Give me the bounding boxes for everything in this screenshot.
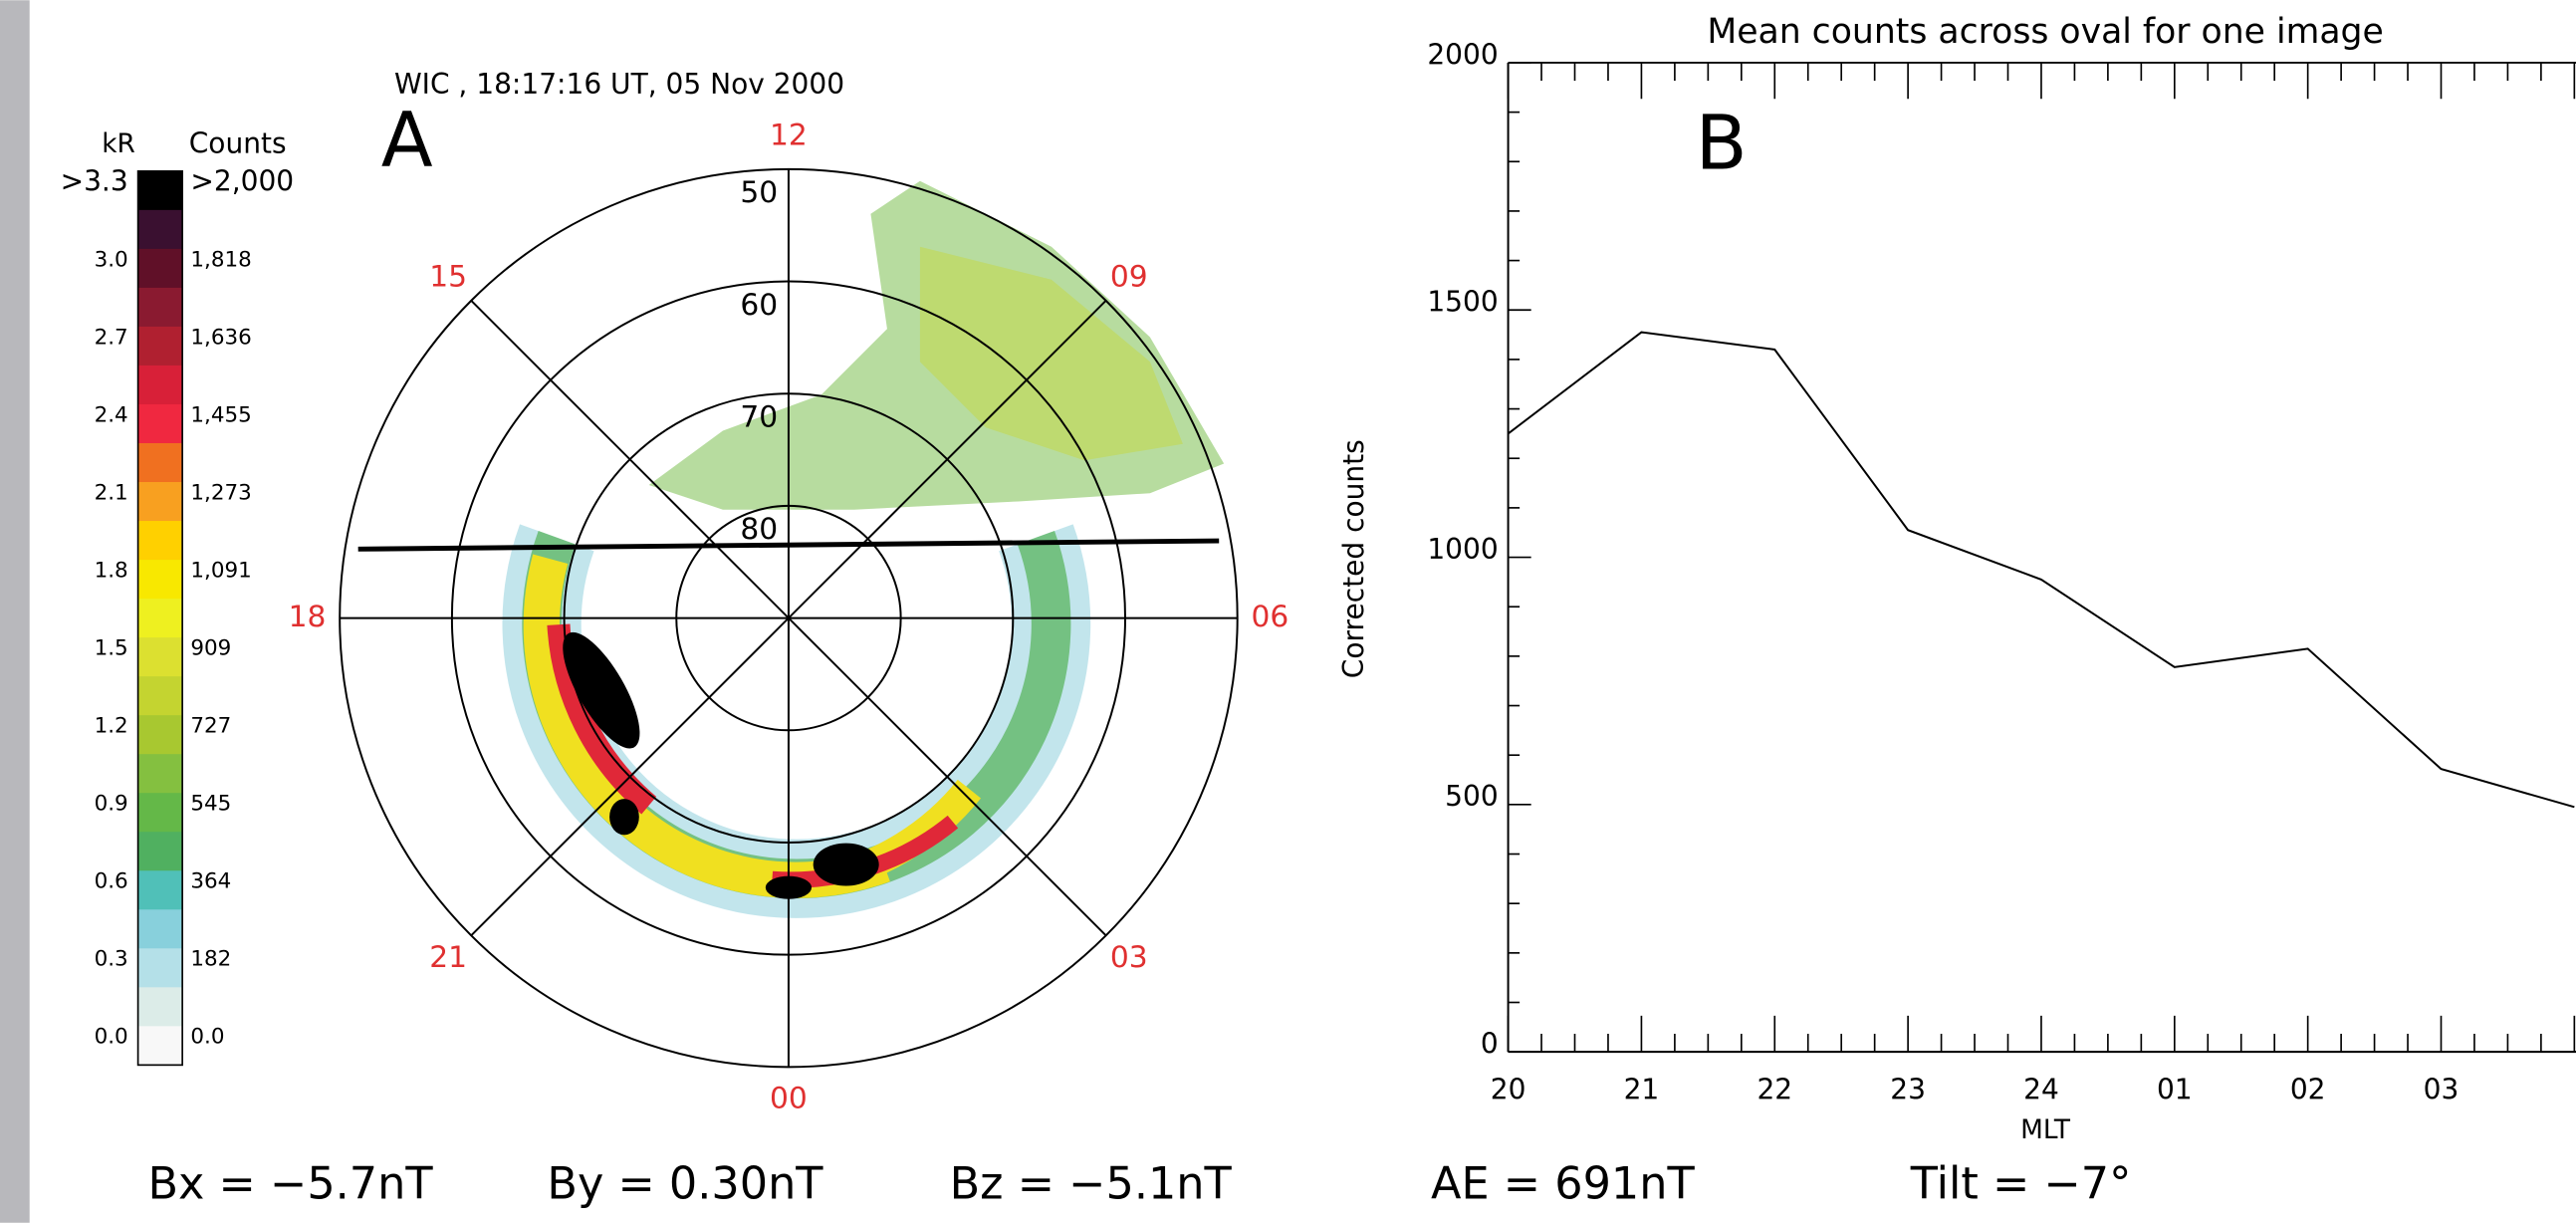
colorbar-cell xyxy=(137,170,183,211)
side-bar xyxy=(0,0,30,1223)
colorbar-label: 1,091 xyxy=(190,558,251,583)
panel-letter: A xyxy=(381,96,433,183)
latitude-label: 80 xyxy=(740,512,778,547)
colorbar-cell xyxy=(137,793,183,834)
latitude-label: 70 xyxy=(740,399,778,434)
y-tick-label: 1000 xyxy=(1427,533,1498,566)
polar-grid xyxy=(339,167,1239,1069)
y-tick-label: 500 xyxy=(1445,780,1499,813)
x-axis-label: MLT xyxy=(2020,1115,2071,1145)
colorbar-cell xyxy=(137,754,183,795)
data-line xyxy=(1507,331,2575,809)
colorbar-cell xyxy=(137,482,183,522)
colorbar-label: 545 xyxy=(190,791,231,816)
colorbar-cell xyxy=(137,287,183,328)
colorbar-label: 182 xyxy=(190,946,231,971)
colorbar-cell xyxy=(137,637,183,677)
colorbar-frame xyxy=(136,170,183,1067)
y-tick-label: 1500 xyxy=(1427,286,1498,319)
footer-text: Bz = −5.1nT xyxy=(950,1157,1233,1209)
colorbar-cell xyxy=(137,442,183,483)
colorbar-label: 1.5 xyxy=(95,635,128,660)
colorbar-cell xyxy=(137,209,183,250)
terminator-line xyxy=(357,538,1220,552)
mlt-line xyxy=(788,616,1107,936)
mlt-label: 06 xyxy=(1251,600,1288,634)
mlt-label: 09 xyxy=(1110,259,1148,294)
colorbar-cell xyxy=(137,676,183,716)
colorbar-label: 0.3 xyxy=(95,946,128,971)
x-tick-label: 03 xyxy=(2424,1074,2459,1106)
colorbar-label: 1,273 xyxy=(190,480,251,505)
y-tick-label: 0 xyxy=(1481,1028,1499,1061)
colorbar-label: 0.6 xyxy=(95,868,128,893)
colorbar-label: 1,818 xyxy=(190,247,251,272)
colorbar-label: 1,455 xyxy=(190,402,251,427)
latitude-label: 60 xyxy=(740,288,778,323)
latitude-label: 50 xyxy=(740,175,778,210)
colorbar-label: 0.0 xyxy=(95,1024,128,1049)
x-tick-label: 21 xyxy=(1624,1074,1660,1106)
x-tick-label: 23 xyxy=(1890,1074,1926,1106)
colorbar-cell xyxy=(137,715,183,756)
colorbar-cell xyxy=(137,326,183,367)
panel-a-title: WIC , 18:17:16 UT, 05 Nov 2000 xyxy=(394,68,844,101)
footer-text: Tilt = −7° xyxy=(1910,1157,2132,1209)
chart-title: Mean counts across oval for one image xyxy=(1707,12,2384,52)
x-tick-label: 02 xyxy=(2290,1074,2326,1106)
colorbar-label: >2,000 xyxy=(190,164,294,197)
x-tick-label: 20 xyxy=(1491,1074,1526,1106)
colorbar-label: 364 xyxy=(190,868,231,893)
x-tick-label: 24 xyxy=(2023,1074,2059,1106)
mlt-line xyxy=(470,300,790,619)
latitude-circle xyxy=(339,167,1239,1069)
mlt-line xyxy=(788,300,1107,619)
footer-text: By = 0.30nT xyxy=(547,1157,823,1209)
colorbar-header: kR xyxy=(102,129,135,159)
mlt-label: 18 xyxy=(289,600,327,634)
colorbar-cell xyxy=(137,521,183,561)
colorbar-cell xyxy=(137,909,183,950)
colorbar-cell xyxy=(137,560,183,600)
colorbar-label: 2.7 xyxy=(95,325,128,350)
colorbar-label: 3.0 xyxy=(95,247,128,272)
colorbar-label: >3.3 xyxy=(61,164,128,197)
mlt-line xyxy=(470,616,790,936)
colorbar-label: 909 xyxy=(190,635,231,660)
colorbar-cell xyxy=(137,365,183,405)
colorbar-header: Counts xyxy=(189,126,287,159)
colorbar-cell xyxy=(137,403,183,444)
colorbar-label: 0.9 xyxy=(95,791,128,816)
colorbar-cell xyxy=(137,987,183,1028)
mlt-label: 00 xyxy=(770,1082,808,1116)
aurora-image xyxy=(502,180,1225,918)
mlt-label: 15 xyxy=(429,259,467,294)
y-tick-label: 2000 xyxy=(1427,38,1498,71)
x-tick-label: 01 xyxy=(2157,1074,2193,1106)
colorbar-cell xyxy=(137,870,183,911)
mlt-label: 12 xyxy=(770,119,808,153)
mlt-label: 21 xyxy=(429,940,467,975)
mlt-label: 03 xyxy=(1110,940,1148,975)
colorbar-cell xyxy=(137,1026,183,1067)
colorbar-cell xyxy=(137,248,183,289)
panel-letter: B xyxy=(1696,100,1748,187)
footer-text: Bx = −5.7nT xyxy=(147,1157,433,1209)
colorbar-label: 2.1 xyxy=(95,480,128,505)
colorbar-label: 0.0 xyxy=(190,1024,224,1049)
colorbar-cell xyxy=(137,832,183,872)
colorbar-label: 1.2 xyxy=(95,713,128,738)
colorbar-label: 1.8 xyxy=(95,558,128,583)
colorbar-label: 727 xyxy=(190,713,231,738)
colorbar-cell xyxy=(137,599,183,638)
colorbar-label: 1,636 xyxy=(190,325,251,350)
y-axis-label: Corrected counts xyxy=(1337,439,1370,678)
colorbar-label: 2.4 xyxy=(95,402,128,427)
x-tick-label: 22 xyxy=(1756,1074,1792,1106)
footer-text: AE = 691nT xyxy=(1431,1157,1695,1209)
colorbar-cell xyxy=(137,948,183,989)
